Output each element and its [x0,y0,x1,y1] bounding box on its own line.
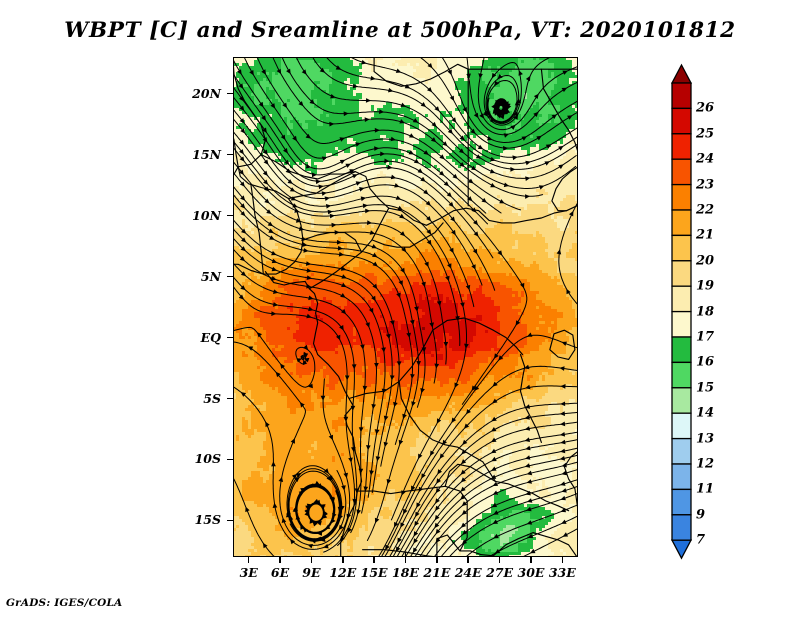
x-tick [247,557,250,563]
colorbar-segment [671,463,692,491]
colorbar-segment [671,234,692,262]
colorbar-tick-label: 16 [696,354,715,370]
y-tick [227,458,233,461]
x-axis-label: 12E [329,565,357,580]
y-axis-label: 15N [192,146,221,162]
x-axis-label: 21E [423,565,451,580]
colorbar-segment [671,285,692,313]
colorbar-segment [671,310,692,338]
x-tick [467,557,469,563]
colorbar-segment [671,387,692,414]
x-axis-label: 33E [548,565,576,580]
x-axis-label: 18E [392,565,419,580]
y-tick [227,275,233,278]
streamline-arrows [237,59,574,554]
x-axis-label: 30E [517,565,545,580]
colorbar-tick-label: 26 [696,100,715,116]
colorbar-segment [671,133,692,160]
colorbar-segment [671,412,692,440]
y-axis-label: 10S [194,451,221,467]
credit-text: GrADS: IGES/COLA [6,597,123,609]
wbpt-color-field [233,57,578,557]
y-axis-label: 5N [200,268,221,284]
y-axis-label: 10N [192,207,221,223]
x-tick [342,557,344,563]
x-axis-label: 15E [360,565,388,580]
x-tick [404,557,407,563]
x-tick [530,557,532,563]
map-plot[interactable] [233,57,578,557]
y-axis-label: 20N [192,85,221,101]
page-title: WBPT [C] and Sreamline at 500hPa, VT: 20… [64,18,736,43]
colorbar-bottom-arrow [670,539,693,560]
colorbar-segment [671,488,692,516]
y-tick [227,92,233,95]
colorbar-tick-label: 11 [696,481,715,497]
colorbar-segment [671,361,692,389]
colorbar-segment [671,107,692,135]
colorbar-tick-label: 7 [696,532,706,548]
x-axis-label: 6E [270,565,290,580]
colorbar-segment [671,514,692,541]
y-axis-label: 15S [194,512,221,528]
colorbar-tick-label: 21 [696,227,715,243]
colorbar-tick-label: 18 [696,304,715,320]
colorbar-segment [671,260,692,287]
colorbar-wrapper[interactable]: 26 25 24 23 22 21 20 19 18 17 16 15 14 13 12 11 9 7 [666,58,786,563]
x-tick [279,557,281,563]
colorbar-tick-label: 17 [696,329,715,345]
colorbar-tick-label: 15 [696,380,715,396]
x-tick [561,557,564,563]
colorbar-tick-label: 23 [696,177,715,193]
x-tick [498,557,501,563]
y-tick [227,397,233,400]
y-axis-label: EQ [200,329,221,345]
colorbar-tick-label: 19 [696,278,715,294]
colorbar-segment [671,158,692,186]
y-tick [227,336,233,339]
x-tick [436,557,438,563]
colorbar-segment [671,336,692,364]
colorbar-tick-label: 20 [696,253,715,269]
colorbar-segment [671,209,692,237]
colorbar-segment [671,82,692,110]
colorbar-segment [671,437,692,465]
colorbar-tick-label: 12 [696,456,715,472]
colorbar-svg [670,63,693,560]
x-tick [310,557,313,563]
y-tick [227,214,233,217]
colorbar-segment [671,183,692,211]
y-tick [227,519,233,522]
colorbar-tick-label: 25 [696,126,715,142]
map-svg [233,57,578,557]
x-axis-label: 9E [302,565,321,580]
colorbar-top-arrow [670,63,693,84]
y-axis-label: 5S [203,390,221,406]
colorbar-tick-label: 14 [696,405,715,421]
y-tick [227,153,233,156]
colorbar-tick-label: 9 [696,507,706,523]
x-axis-label: 24E [454,565,482,580]
x-tick [373,557,375,563]
x-axis-label: 3E [239,565,258,580]
colorbar-tick-label: 13 [696,431,715,447]
colorbar-tick-label: 24 [696,151,715,167]
x-axis-label: 27E [486,565,514,580]
colorbar-tick-label: 22 [696,202,715,218]
